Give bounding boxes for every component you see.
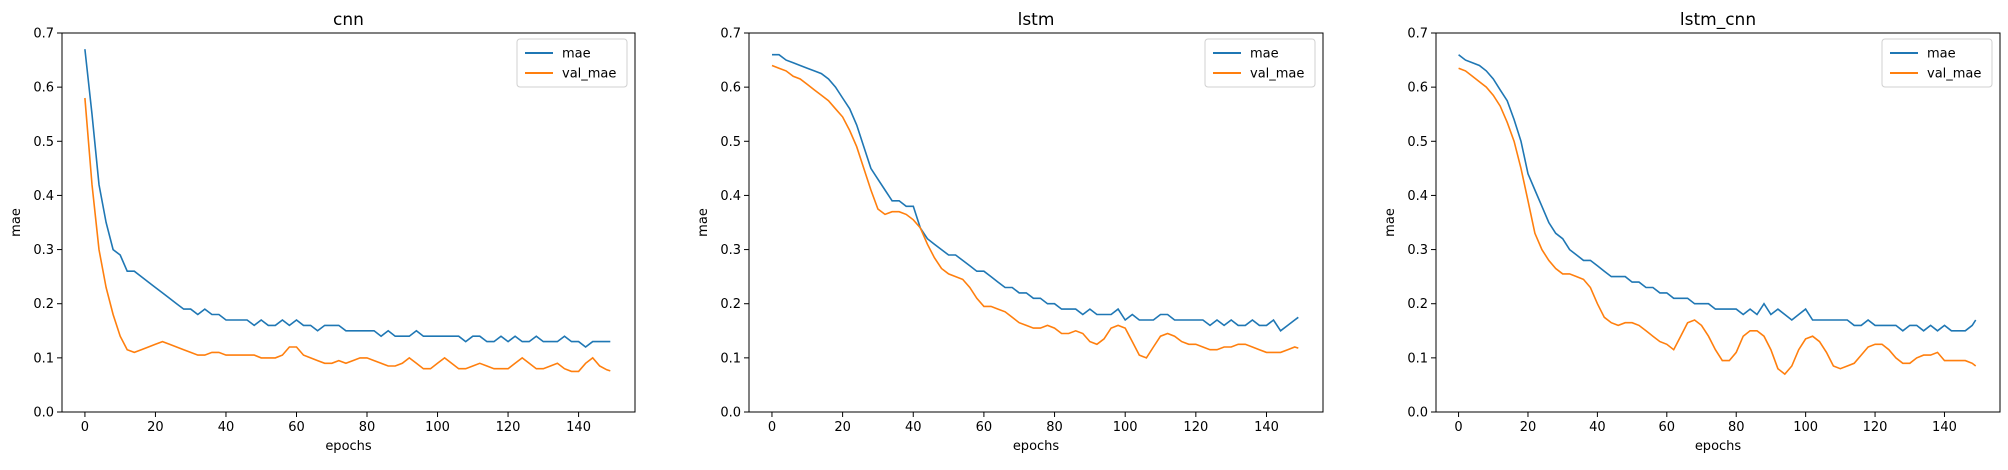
chart-title: cnn — [333, 10, 364, 30]
legend-label-mae: mae — [1927, 47, 1956, 62]
legend-box — [1881, 38, 1993, 88]
y-tick-label: 0.7 — [720, 27, 741, 42]
legend-label-mae: mae — [562, 47, 591, 62]
y-tick-label: 0.2 — [33, 297, 54, 312]
y-tick-label: 0.4 — [33, 189, 54, 204]
plot-frame — [1435, 32, 2001, 413]
series-line-val_mae — [84, 97, 611, 373]
chart-panel-3: lstm_cnn 0 20 40 60 80 100 120 140 0.0 0.1 0.2 0.3 0.… — [1383, 10, 2001, 454]
legend: mae val_mae — [1204, 38, 1316, 88]
x-tick-label: 60 — [288, 420, 305, 435]
x-tick-label: 140 — [1932, 420, 1957, 435]
x-tick-label: 60 — [976, 420, 993, 435]
y-tick-label: 0.1 — [1407, 351, 1428, 366]
legend-label-mae: mae — [1250, 47, 1279, 62]
legend-box — [1204, 38, 1316, 88]
x-tick-label: 140 — [566, 420, 591, 435]
x-tick-label: 40 — [218, 420, 235, 435]
chart-panel-1: cnn 0 20 40 60 80 100 120 140 0.0 0.1 0.2 0.3 0.4 0.5 0… — [9, 10, 636, 454]
plot-frame — [61, 32, 636, 413]
chart-title: lstm_cnn — [1680, 10, 1756, 30]
series-line-val_mae — [1458, 67, 1977, 376]
x-axis-label: epochs — [1013, 439, 1060, 454]
x-tick-label: 0 — [81, 420, 89, 435]
x-tick-label: 100 — [425, 420, 450, 435]
legend: mae val_mae — [516, 38, 628, 88]
x-tick-label: 80 — [1728, 420, 1745, 435]
y-tick-label: 0.0 — [720, 406, 741, 421]
y-tick-label: 0.0 — [1407, 406, 1428, 421]
y-tick-label: 0.5 — [720, 135, 741, 150]
x-tick-label: 80 — [359, 420, 376, 435]
legend-label-val_mae: val_mae — [562, 67, 616, 82]
legend-label-val_mae: val_mae — [1927, 67, 1981, 82]
chart-panel-2: lstm 0 20 40 60 80 100 120 140 0.0 0.1 0.2 0.3 0.4 0.5… — [696, 10, 1324, 454]
series-line-mae — [1458, 54, 1977, 332]
x-tick-label: 80 — [1046, 420, 1063, 435]
x-tick-label: 140 — [1254, 420, 1279, 435]
x-tick-label: 60 — [1659, 420, 1676, 435]
x-tick-label: 120 — [1863, 420, 1888, 435]
x-tick-label: 40 — [1589, 420, 1606, 435]
y-axis-label: mae — [1383, 208, 1398, 237]
y-tick-label: 0.6 — [720, 81, 741, 96]
y-tick-label: 0.3 — [33, 243, 54, 258]
series-line-mae — [84, 49, 611, 349]
legend: mae val_mae — [1881, 38, 1993, 88]
chart-title: lstm — [1018, 10, 1055, 30]
x-tick-label: 120 — [1183, 420, 1208, 435]
x-tick-label: 0 — [768, 420, 776, 435]
y-tick-label: 0.4 — [1407, 189, 1428, 204]
y-tick-label: 0.0 — [33, 406, 54, 421]
y-tick-label: 0.3 — [1407, 243, 1428, 258]
y-tick-label: 0.2 — [1407, 297, 1428, 312]
legend-label-val_mae: val_mae — [1250, 67, 1304, 82]
y-tick-label: 0.3 — [720, 243, 741, 258]
y-tick-label: 0.5 — [1407, 135, 1428, 150]
x-tick-label: 100 — [1113, 420, 1138, 435]
x-tick-label: 40 — [905, 420, 922, 435]
x-tick-label: 20 — [147, 420, 164, 435]
y-axis-label: mae — [9, 208, 24, 237]
y-tick-label: 0.5 — [33, 135, 54, 150]
legend-box — [516, 38, 628, 88]
x-tick-label: 120 — [496, 420, 521, 435]
y-tick-label: 0.1 — [33, 351, 54, 366]
x-tick-label: 100 — [1793, 420, 1818, 435]
series-line-val_mae — [771, 64, 1299, 359]
y-tick-label: 0.1 — [720, 351, 741, 366]
plot-frame — [748, 32, 1324, 413]
x-tick-label: 20 — [1520, 420, 1537, 435]
x-axis-label: epochs — [325, 439, 372, 454]
y-tick-label: 0.7 — [33, 27, 54, 42]
y-tick-label: 0.6 — [33, 81, 54, 96]
y-tick-label: 0.4 — [720, 189, 741, 204]
y-tick-label: 0.6 — [1407, 81, 1428, 96]
y-tick-label: 0.7 — [1407, 27, 1428, 42]
series-line-mae — [772, 53, 1299, 332]
x-axis-label: epochs — [1695, 439, 1742, 454]
y-tick-label: 0.2 — [720, 297, 741, 312]
x-tick-label: 20 — [834, 420, 851, 435]
y-axis-label: mae — [696, 208, 711, 237]
x-tick-label: 0 — [1454, 420, 1462, 435]
